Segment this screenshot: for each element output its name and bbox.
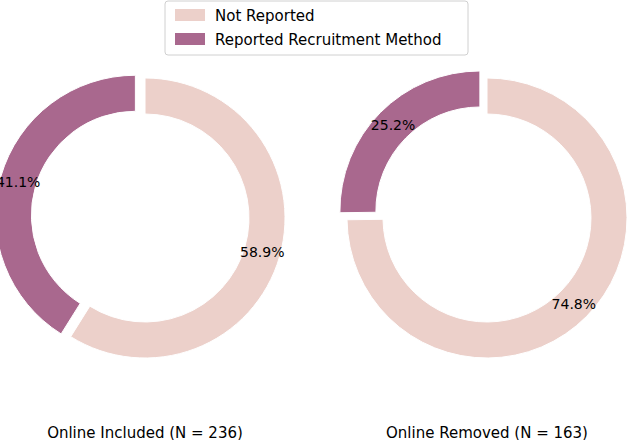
figure: Not Reported58.9%Reported Recruitment Me… bbox=[0, 0, 632, 440]
chart-title: Online Removed (N = 163) bbox=[386, 424, 588, 440]
donut-slice: Not Reported bbox=[71, 78, 285, 358]
data-label: 25.2% bbox=[371, 117, 415, 133]
data-label: 58.9% bbox=[240, 244, 284, 260]
legend-swatch bbox=[175, 9, 205, 21]
donut-slice: Reported Recruitment Method bbox=[340, 71, 480, 213]
donut-chart: Not Reported74.8% Reported Recruitment Me… bbox=[340, 71, 627, 440]
legend: Not Reported Reported Recruitment Method bbox=[165, 1, 468, 55]
chart-title: Online Included (N = 236) bbox=[47, 424, 243, 440]
donut-slice: Reported Recruitment Method bbox=[0, 75, 135, 334]
legend-entry: Reported Recruitment Method bbox=[215, 31, 441, 49]
legend-entry: Not Reported bbox=[215, 7, 315, 25]
data-label: 74.8% bbox=[552, 296, 596, 312]
donut-chart: Not Reported58.9% Reported Recruitment Me… bbox=[0, 75, 285, 440]
legend-swatch bbox=[175, 33, 205, 45]
data-label: 41.1% bbox=[0, 174, 40, 190]
donut-slice: Not Reported bbox=[347, 78, 627, 358]
legend-frame bbox=[165, 1, 468, 55]
